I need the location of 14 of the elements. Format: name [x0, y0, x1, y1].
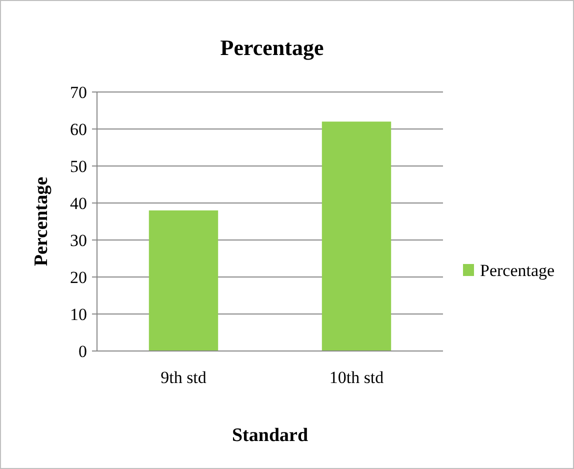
y-tick-label: 0 — [78, 342, 87, 361]
y-tick-label: 50 — [70, 156, 87, 176]
y-axis-title: Percentage — [31, 176, 52, 266]
chart-title: Percentage — [220, 35, 324, 60]
x-tick-label: 10th std — [329, 368, 384, 387]
legend-label: Percentage — [480, 260, 555, 280]
y-tick-label: 20 — [70, 268, 87, 287]
x-axis-title: Standard — [232, 425, 308, 446]
y-tick-label: 10 — [70, 304, 87, 324]
y-tick-label: 30 — [70, 230, 87, 250]
y-tick-label: 70 — [70, 82, 87, 102]
y-tick-label: 40 — [70, 194, 87, 213]
x-tick-label: 9th std — [160, 368, 207, 387]
y-tick-label: 60 — [70, 120, 87, 139]
